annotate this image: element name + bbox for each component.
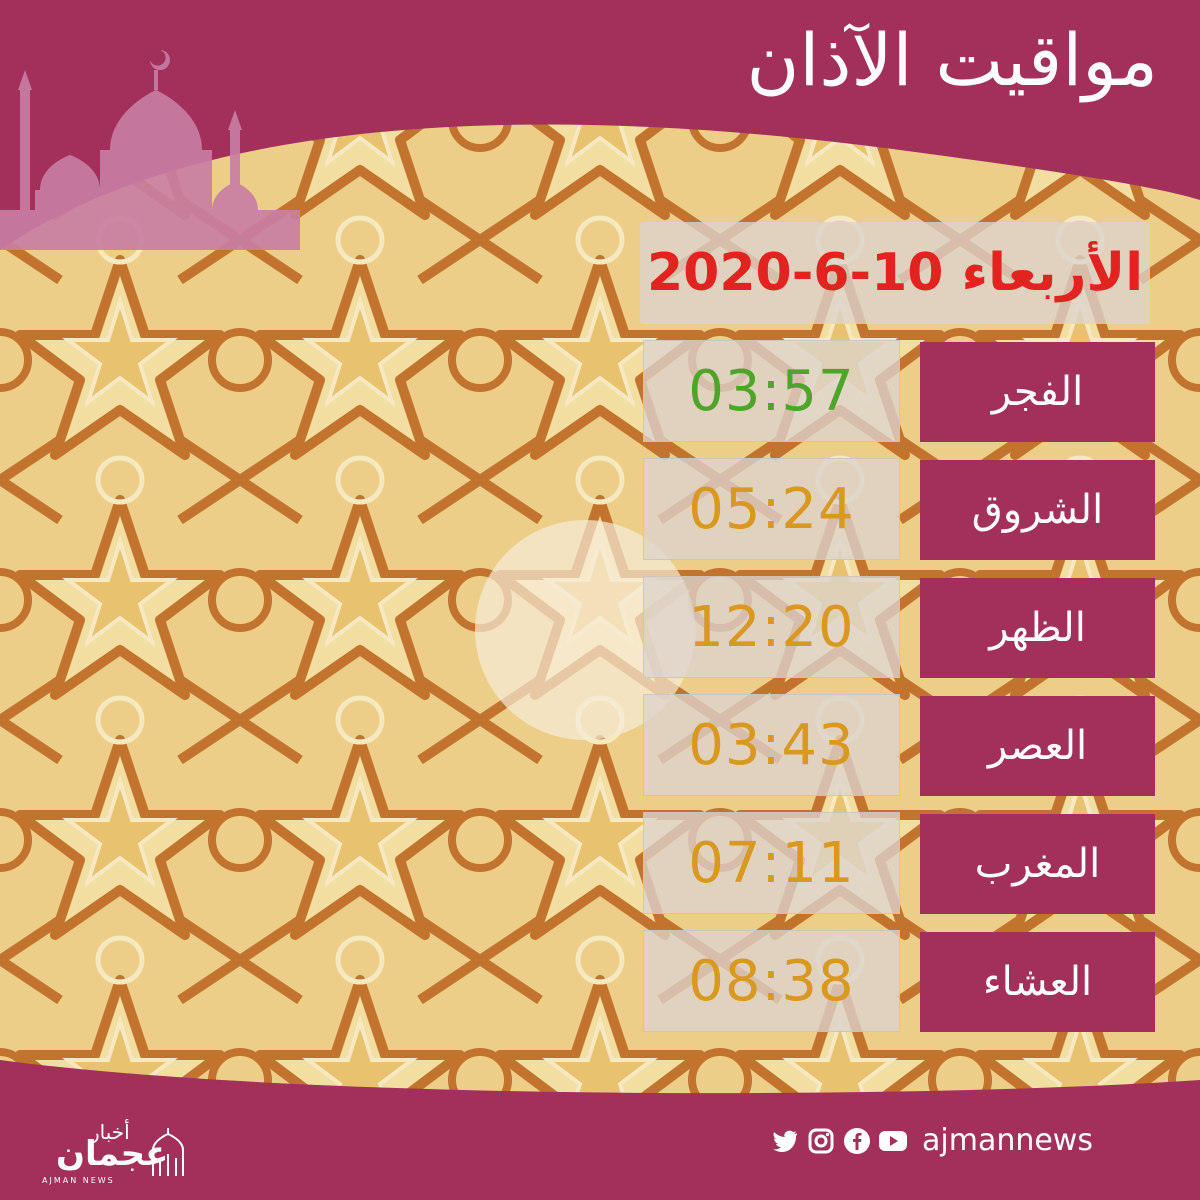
- name-box: المغرب: [920, 814, 1155, 914]
- time-box: 08:38: [643, 930, 900, 1032]
- time-box: 12:20: [643, 576, 900, 678]
- ajman-news-logo: أخبار عجمان AJMAN NEWS: [30, 1108, 190, 1188]
- page-title: مواقيت الآذان: [746, 18, 1158, 102]
- date-label: الأربعاء 10-6-2020: [646, 243, 1144, 303]
- youtube-icon[interactable]: [878, 1126, 908, 1156]
- prayer-name: المغرب: [974, 841, 1101, 887]
- name-box: الشروق: [920, 460, 1155, 560]
- prayer-time: 03:43: [688, 712, 855, 778]
- brand-sub-text: AJMAN NEWS: [42, 1176, 115, 1185]
- prayer-time: 07:11: [688, 830, 855, 896]
- prayer-time: 08:38: [688, 948, 855, 1014]
- prayer-name: الشروق: [971, 487, 1104, 533]
- prayer-name: العشاء: [982, 959, 1093, 1005]
- prayer-time: 03:57: [688, 358, 855, 424]
- twitter-icon[interactable]: [770, 1126, 800, 1156]
- time-box: 07:11: [643, 812, 900, 914]
- facebook-icon[interactable]: [842, 1126, 872, 1156]
- social-bar: ajmannews: [770, 1123, 1093, 1158]
- time-box: 03:43: [643, 694, 900, 796]
- prayer-time: 12:20: [688, 594, 855, 660]
- name-box: العشاء: [920, 932, 1155, 1032]
- name-box: الفجر: [920, 342, 1155, 442]
- prayer-name: العصر: [987, 723, 1088, 769]
- prayer-name: الفجر: [991, 369, 1084, 415]
- prayer-name: الظهر: [989, 605, 1086, 651]
- date-banner: الأربعاء 10-6-2020: [640, 222, 1150, 324]
- brand-top-text: أخبار: [90, 1120, 130, 1144]
- brand-main-text: عجمان: [56, 1134, 169, 1174]
- name-box: الظهر: [920, 578, 1155, 678]
- social-handle[interactable]: ajmannews: [922, 1123, 1093, 1158]
- mosque-logo-icon: [152, 1128, 184, 1176]
- prayer-time: 05:24: [688, 476, 855, 542]
- instagram-icon[interactable]: [806, 1126, 836, 1156]
- time-box: 03:57: [643, 340, 900, 442]
- name-box: العصر: [920, 696, 1155, 796]
- time-box: 05:24: [643, 458, 900, 560]
- mosque-silhouette-icon: [0, 50, 300, 250]
